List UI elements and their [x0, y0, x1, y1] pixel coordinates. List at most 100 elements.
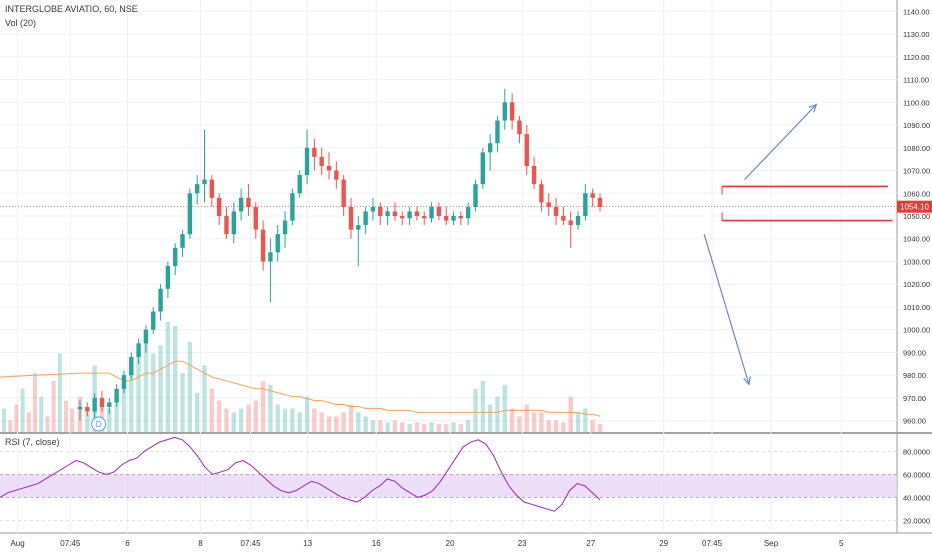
candle-body — [553, 206, 559, 216]
candle-body — [246, 197, 251, 207]
volume-bar — [180, 373, 185, 432]
y-tick-label: 960.00 — [903, 417, 926, 426]
candle-body — [509, 102, 515, 121]
y-tick-label: 1100.00 — [903, 98, 930, 107]
volume-bar — [268, 384, 273, 432]
volume-bar — [319, 412, 324, 432]
candle-body — [136, 343, 141, 357]
y-tick-label: 970.00 — [903, 394, 926, 403]
candle-body — [583, 193, 588, 216]
candle-body — [400, 216, 405, 219]
volume-bar — [429, 422, 434, 432]
volume-bar — [129, 361, 134, 432]
candle-body — [451, 216, 456, 221]
y-tick-label: 1080.00 — [903, 144, 930, 153]
candle-body — [304, 147, 310, 176]
trend-arrow — [703, 234, 750, 385]
volume-bar — [480, 380, 486, 432]
volume-bar — [45, 416, 50, 432]
volume-bar — [202, 365, 207, 432]
volume-bar — [597, 424, 603, 432]
volume-bar — [348, 404, 354, 432]
chart-title: INTERGLOBE AVIATIO, 60, NSE — [5, 4, 138, 14]
x-tick-label: 07:45 — [60, 539, 81, 548]
candle-body — [158, 288, 163, 312]
candle-body — [363, 211, 368, 226]
candle-body — [165, 266, 171, 289]
last-price-badge — [897, 200, 932, 213]
candle-body — [297, 175, 302, 194]
volume-legend: Vol (20) — [5, 18, 37, 28]
candle-body — [290, 193, 295, 221]
y-tick-label: 1050.00 — [903, 212, 930, 221]
volume-bar — [356, 412, 361, 432]
volume-bar — [392, 420, 398, 432]
volume-bar — [334, 416, 339, 432]
candle-body — [502, 102, 507, 121]
candle-body — [575, 216, 581, 226]
volume-bar — [64, 400, 68, 432]
volume-bar — [583, 408, 588, 432]
volume-bar — [253, 400, 258, 432]
x-tick-label: Sep — [764, 539, 779, 548]
volume-bar — [194, 392, 200, 432]
volume-bar — [246, 404, 251, 432]
x-tick-label: 5 — [839, 539, 844, 548]
rsi-tick-label: 80.0000 — [903, 447, 930, 456]
x-tick-label: Aug — [10, 539, 24, 548]
x-tick-label: 27 — [586, 539, 595, 548]
volume-bar — [121, 380, 127, 432]
volume-bar — [385, 422, 390, 432]
candle-body — [385, 211, 390, 216]
volume-bar — [531, 412, 537, 432]
candle-body — [275, 234, 280, 253]
volume-bar — [539, 412, 544, 432]
volume-bar — [114, 396, 119, 432]
candle-body — [253, 206, 258, 230]
candle-body — [531, 165, 537, 185]
volume-bar — [158, 345, 163, 432]
volume-bar — [312, 408, 317, 432]
y-tick-label: 1020.00 — [903, 280, 930, 289]
candle-body — [487, 143, 493, 153]
candle-body — [194, 184, 200, 194]
volume-bar — [422, 424, 427, 432]
volume-bar — [473, 388, 478, 432]
candle-body — [143, 329, 149, 344]
candle-body — [561, 216, 566, 221]
y-tick-label: 1140.00 — [903, 7, 930, 16]
volume-bar — [517, 416, 522, 432]
x-tick-label: 16 — [372, 539, 381, 548]
candle-body — [444, 216, 449, 221]
volume-bar — [414, 422, 420, 432]
x-tick-label: 29 — [659, 539, 668, 548]
dividend-marker-label: D — [96, 420, 102, 429]
candle-body — [392, 211, 398, 216]
candle-body — [422, 216, 427, 219]
candle-body — [590, 193, 595, 198]
candle-body — [99, 397, 105, 407]
volume-bar — [20, 388, 25, 432]
volume-bar — [173, 325, 178, 432]
candle-body — [319, 156, 324, 166]
volume-bar — [231, 412, 236, 432]
candle-body — [312, 147, 317, 157]
rsi-line — [0, 436, 601, 512]
candle-body — [151, 311, 156, 330]
candle-body — [260, 229, 266, 262]
volume-bar — [304, 396, 310, 432]
candle-body — [129, 356, 134, 376]
volume-bar — [451, 422, 456, 432]
candle-body — [187, 193, 193, 235]
volume-bar — [407, 424, 412, 432]
x-tick-label: 6 — [125, 539, 130, 548]
candle-body — [473, 184, 478, 207]
candle-body — [407, 211, 412, 219]
volume-bar — [326, 416, 332, 432]
volume-bar — [378, 420, 383, 432]
candle-body — [202, 179, 207, 185]
volume-bar — [465, 420, 471, 432]
candle-body — [224, 216, 229, 235]
volume-bar — [51, 380, 56, 432]
